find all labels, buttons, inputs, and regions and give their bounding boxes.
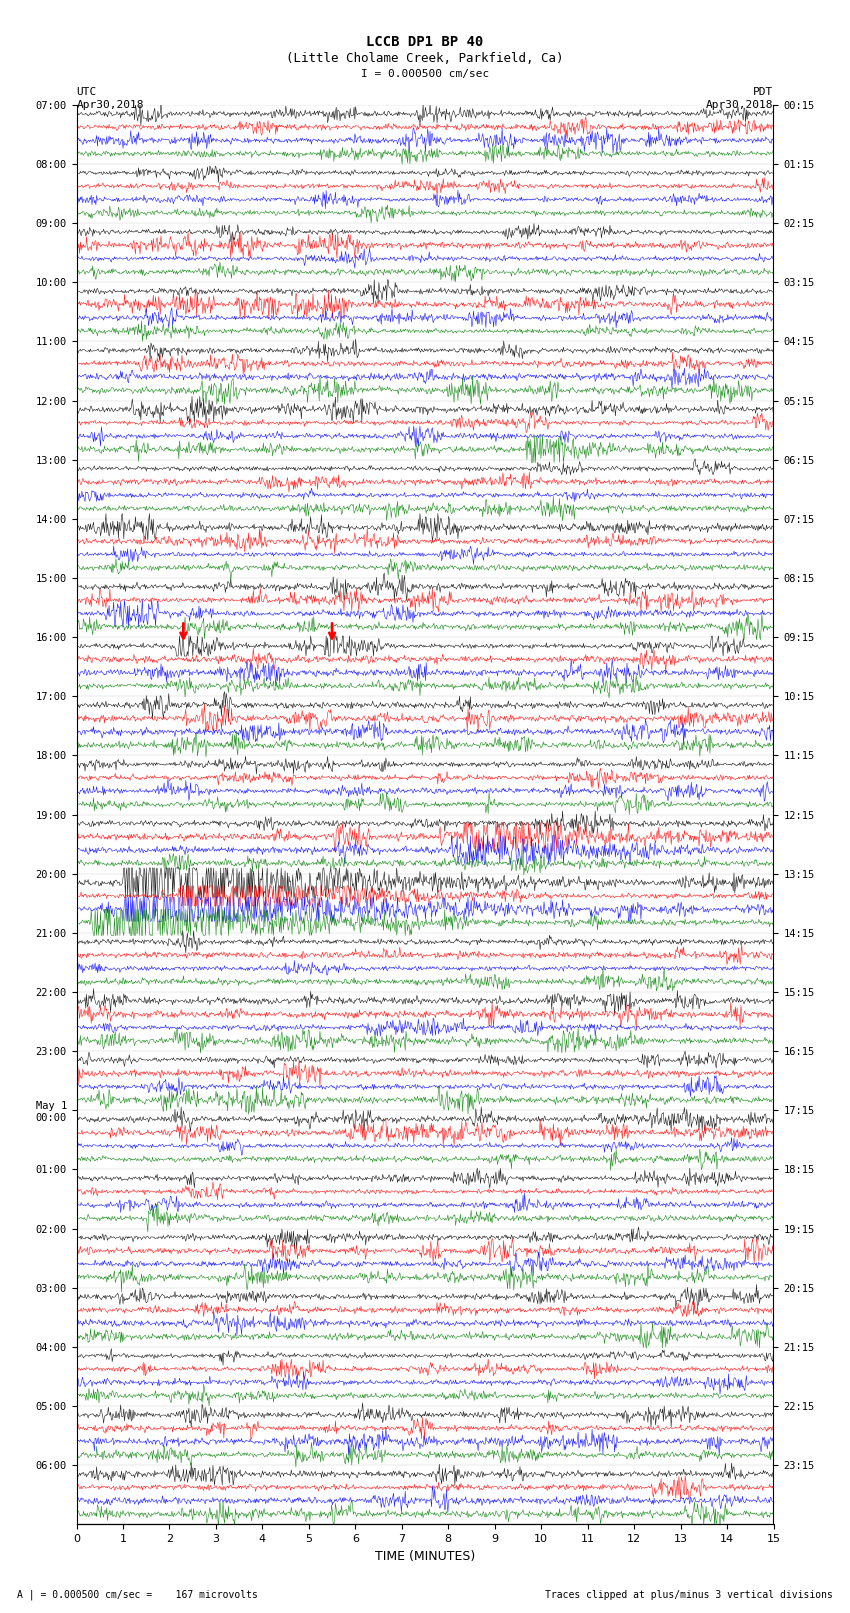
Text: LCCB DP1 BP 40: LCCB DP1 BP 40 <box>366 35 484 50</box>
Text: Apr30,2018: Apr30,2018 <box>706 100 774 110</box>
Text: Apr30,2018: Apr30,2018 <box>76 100 144 110</box>
Text: (Little Cholame Creek, Parkfield, Ca): (Little Cholame Creek, Parkfield, Ca) <box>286 52 564 65</box>
Text: PDT: PDT <box>753 87 774 97</box>
Text: UTC: UTC <box>76 87 97 97</box>
Text: A | = 0.000500 cm/sec =    167 microvolts: A | = 0.000500 cm/sec = 167 microvolts <box>17 1589 258 1600</box>
Text: I = 0.000500 cm/sec: I = 0.000500 cm/sec <box>361 69 489 79</box>
Text: Traces clipped at plus/minus 3 vertical divisions: Traces clipped at plus/minus 3 vertical … <box>545 1590 833 1600</box>
X-axis label: TIME (MINUTES): TIME (MINUTES) <box>375 1550 475 1563</box>
